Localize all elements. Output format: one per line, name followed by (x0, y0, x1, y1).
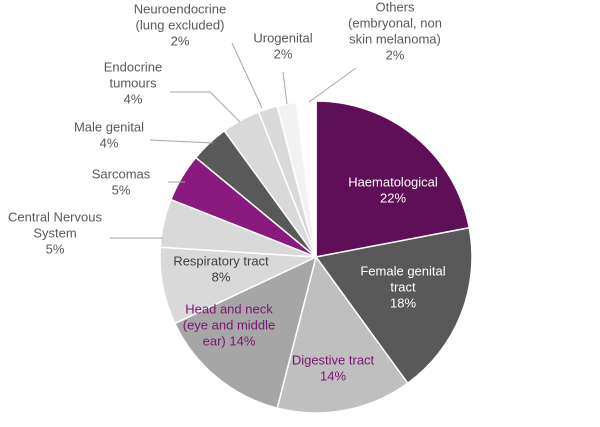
slice-label-0: Haematological 22% (348, 174, 438, 205)
slice-label-3: Head and neck (eye and middle ear) 14% (183, 301, 276, 348)
slice-label-line: Others (375, 0, 415, 14)
pie-slice-2 (276, 255, 409, 414)
slice-label-4: Respiratory tract 8% (173, 253, 269, 284)
slice-label-11: Others (embryonal, non skin melanoma) 2% (348, 0, 442, 62)
slice-label-7: Male genital 4% (74, 119, 144, 150)
slice-label-line: 5% (46, 241, 65, 256)
slice-label-line: 2% (274, 46, 293, 61)
leader-line-11 (308, 67, 357, 103)
slice-label-line: 14% (320, 368, 346, 383)
slice-label-line: Digestive tract (292, 352, 375, 367)
slice-label-line: 4% (100, 135, 119, 150)
pie-slice-11 (295, 100, 317, 258)
slice-label-line: ear) 14% (203, 333, 256, 348)
slice-label-line: (eye and middle (183, 317, 276, 332)
slice-label-line: 22% (380, 190, 406, 205)
slice-label-line: Head and neck (185, 301, 273, 316)
slice-label-line: System (33, 225, 76, 240)
slice-label-line: 18% (390, 295, 416, 310)
slice-label-1: Female genital tract 18% (360, 263, 445, 310)
pie-slices (159, 100, 473, 414)
slice-label-line: tract (390, 279, 416, 294)
slice-label-line: Neuroendocrine (134, 1, 227, 16)
slice-label-line: Haematological (348, 174, 438, 189)
pie-slice-3 (173, 255, 318, 410)
slice-label-8: Endocrine tumours 4% (104, 59, 163, 106)
slice-label-2: Digestive tract 14% (292, 352, 375, 383)
slice-labels: Haematological 22% Female genital tract 18% D… (8, 0, 446, 383)
leader-line-7 (149, 139, 214, 144)
slice-label-line: 8% (212, 269, 231, 284)
slice-label-10: Urogenital 2% (253, 30, 312, 61)
pie-slice-0 (315, 100, 471, 258)
leader-line-8 (170, 91, 241, 123)
slice-label-5: Central Nervous System 5% (8, 209, 102, 256)
slice-label-line: 2% (386, 47, 405, 62)
pie-slice-1 (314, 226, 473, 385)
slice-label-line: 5% (112, 182, 131, 197)
slice-label-line: tumours (110, 75, 157, 90)
slice-label-line: 2% (171, 33, 190, 48)
slice-label-6: Sarcomas 5% (92, 166, 151, 197)
leader-line-9 (231, 42, 263, 109)
slice-label-line: Urogenital (253, 30, 312, 45)
slice-label-line: Respiratory tract (173, 253, 269, 268)
leader-lines (110, 42, 357, 239)
slice-label-line: Male genital (74, 119, 144, 134)
slice-label-line: skin melanoma) (349, 31, 441, 46)
slice-label-line: Endocrine (104, 59, 163, 74)
leader-line-10 (282, 71, 288, 105)
slice-label-9: Neuroendocrine (lung excluded) 2% (134, 1, 227, 48)
slice-label-line: (lung excluded) (136, 17, 225, 32)
slice-label-line: (embryonal, non (348, 15, 442, 30)
slice-label-line: Central Nervous (8, 209, 102, 224)
slice-label-line: Sarcomas (92, 166, 151, 181)
slice-label-line: 4% (124, 91, 143, 106)
slice-label-line: Female genital (360, 263, 445, 278)
